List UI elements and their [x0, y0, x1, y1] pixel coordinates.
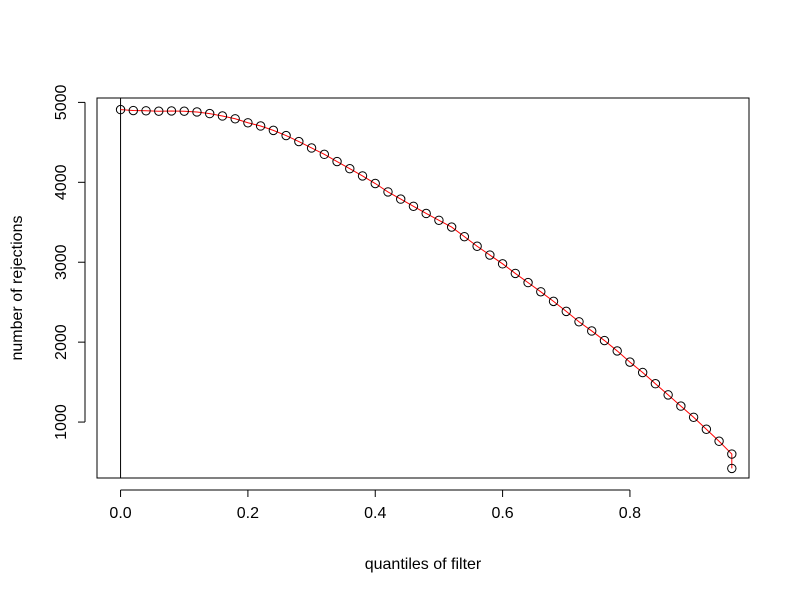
data-point [434, 215, 444, 225]
data-point [230, 114, 240, 124]
data-point [650, 378, 661, 389]
data-point [268, 125, 279, 136]
data-point [396, 194, 406, 204]
plot-frame [96, 97, 750, 479]
data-point [243, 118, 253, 128]
x-axis-label: quantiles of filter [365, 556, 482, 573]
data-point [599, 335, 610, 346]
data-point [255, 121, 266, 131]
data-point [446, 222, 457, 232]
data-point [625, 357, 635, 367]
data-point [204, 108, 215, 119]
data-point [166, 106, 177, 116]
data-point [663, 390, 673, 400]
data-point [345, 164, 355, 174]
data-point [319, 149, 330, 160]
y-tick-label: 1000 [53, 404, 70, 440]
data-point [154, 106, 164, 116]
data-point [714, 436, 724, 446]
fitted-line-layer [120, 109, 733, 469]
data-point [727, 449, 737, 459]
data-point [141, 106, 151, 116]
data-point [294, 136, 304, 147]
data-point [115, 104, 126, 115]
data-point [676, 401, 686, 411]
data-point [472, 241, 482, 251]
data-point [612, 346, 622, 356]
y-axis-label: number of rejections [9, 216, 26, 361]
data-point [306, 143, 317, 153]
data-point [128, 105, 138, 116]
x-tick-label: 0.0 [109, 505, 131, 522]
x-tick-label: 0.6 [491, 505, 513, 522]
y-tick-label: 4000 [53, 164, 70, 200]
data-points-layer [115, 104, 737, 474]
data-point [357, 171, 368, 181]
data-point [383, 187, 393, 197]
y-tick-label: 2000 [53, 324, 70, 360]
y-tick-label: 5000 [53, 84, 70, 120]
data-point [688, 412, 699, 422]
x-tick-label: 0.2 [237, 505, 259, 522]
x-tick-label: 0.8 [619, 505, 641, 522]
data-point [281, 130, 291, 141]
data-point [510, 268, 521, 279]
data-point [548, 296, 559, 307]
data-point [421, 208, 431, 219]
data-point [727, 463, 737, 474]
data-point [587, 326, 597, 336]
data-point [497, 259, 508, 269]
data-point [332, 156, 342, 167]
data-point [523, 277, 533, 288]
data-point [217, 111, 228, 121]
data-point [459, 231, 470, 242]
data-point [485, 250, 495, 260]
y-axis: 1000 2000 3000 4000 5000 [53, 84, 86, 440]
data-point [408, 201, 419, 211]
data-point [179, 106, 189, 116]
x-tick-label: 0.4 [364, 505, 386, 522]
data-point [637, 367, 648, 378]
data-point [370, 178, 380, 189]
data-point [192, 107, 202, 117]
data-point [536, 287, 546, 297]
data-point [574, 317, 584, 327]
data-point [701, 424, 712, 434]
x-axis: 0.0 0.2 0.4 0.6 0.8 [109, 489, 641, 522]
y-tick-label: 3000 [53, 244, 70, 280]
data-point [561, 306, 571, 317]
fitted-line [120, 109, 733, 469]
